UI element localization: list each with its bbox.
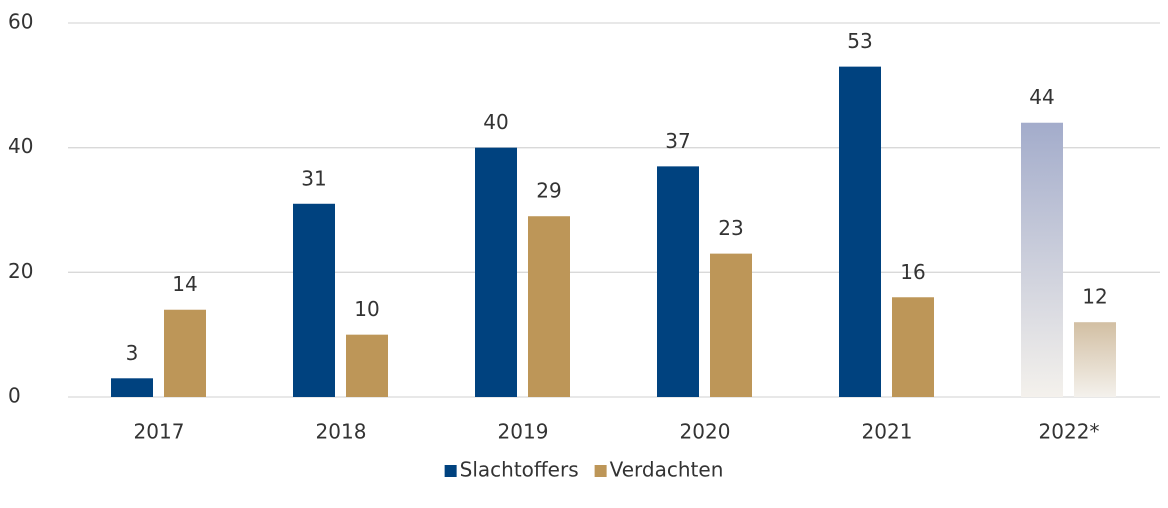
data-label: 12: [1082, 285, 1107, 309]
y-tick-label: 20: [8, 259, 33, 283]
legend: Slachtoffers Verdachten: [444, 458, 724, 482]
data-label: 44: [1029, 85, 1054, 109]
data-label: 23: [718, 216, 743, 240]
x-tick-label: 2021: [862, 420, 913, 444]
y-tick-label: 60: [8, 10, 33, 34]
bar: [111, 378, 153, 397]
data-label: 14: [172, 272, 197, 296]
bar: [346, 334, 388, 397]
data-label: 10: [354, 297, 379, 321]
x-tick-label: 2018: [316, 420, 367, 444]
x-tick-label: 2017: [134, 420, 185, 444]
bar: [1074, 322, 1116, 397]
x-tick-label: 2022*: [1039, 420, 1100, 444]
legend-swatch: [444, 465, 457, 477]
data-label: 37: [665, 129, 690, 153]
bar: [657, 166, 699, 397]
data-label: 53: [847, 29, 872, 53]
bar: [892, 297, 934, 397]
data-label: 29: [536, 179, 561, 203]
bar: [293, 203, 335, 397]
data-label: 31: [301, 166, 326, 190]
legend-label: Verdachten: [610, 458, 724, 482]
legend-swatch: [594, 465, 607, 477]
bar: [710, 253, 752, 397]
data-label: 40: [483, 110, 508, 134]
bar: [475, 147, 517, 397]
y-tick-label: 0: [8, 384, 21, 408]
bar: [839, 66, 881, 397]
legend-label: Slachtoffers: [460, 458, 579, 482]
x-tick-label: 2019: [498, 420, 549, 444]
bar: [164, 309, 206, 397]
x-tick-label: 2020: [680, 420, 731, 444]
data-label: 3: [126, 341, 139, 365]
bar: [528, 216, 570, 397]
bar: [1021, 122, 1063, 397]
y-tick-label: 40: [8, 134, 33, 158]
data-label: 16: [900, 260, 925, 284]
